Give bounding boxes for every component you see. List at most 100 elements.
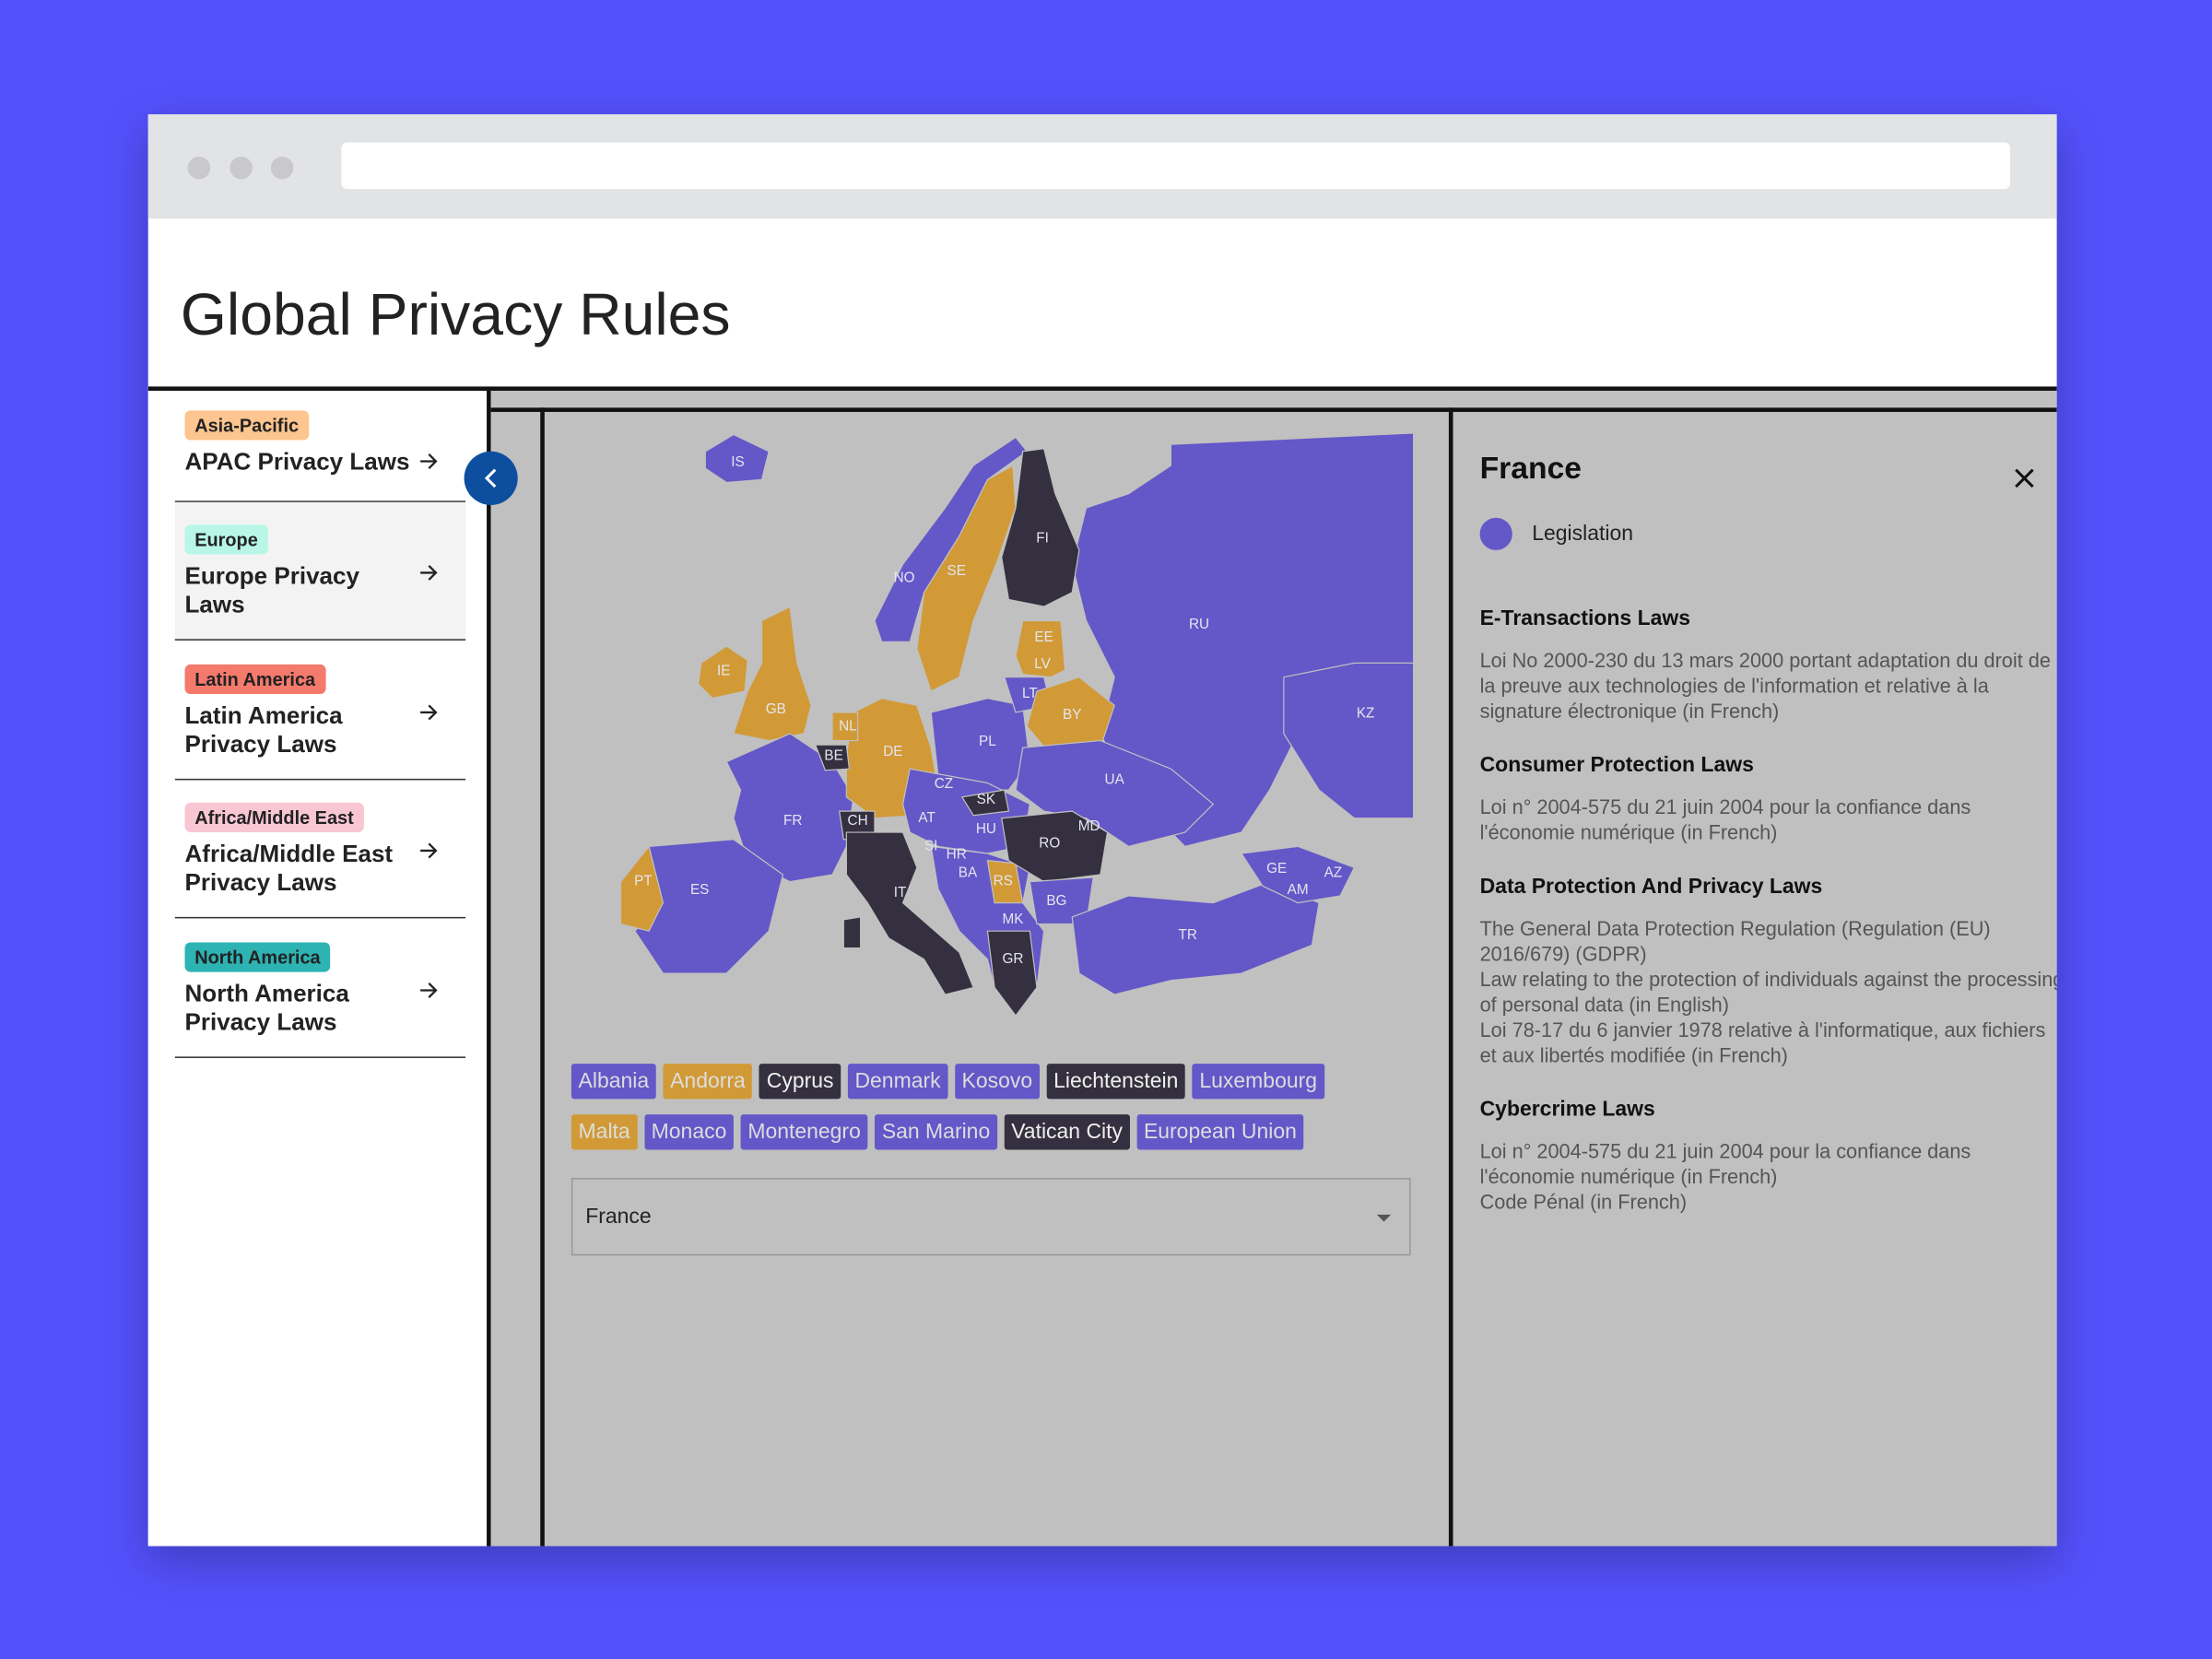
arrow-icon [420,842,438,859]
legend-label: Legislation [1532,521,1634,546]
nav-title: APAC Privacy Laws [184,448,410,476]
section-heading: E-Transactions Laws [1479,606,1690,631]
country-code: LV [1034,656,1051,672]
country-code: BA [959,865,978,880]
nav-item[interactable]: Asia-Pacific APAC Privacy Laws [174,405,466,502]
arrow-icon [420,453,438,469]
country-code: FR [783,813,802,829]
country-code: NL [839,718,857,734]
country-code: ES [690,882,709,898]
close-button[interactable] [2013,467,2035,489]
arrow-path [420,842,438,859]
law-entry[interactable]: Loi 78-17 du 6 janvier 1978 relative à l… [1479,1019,2046,1068]
country-tag[interactable]: Monaco [644,1114,735,1150]
country-shape [842,916,862,949]
arrow-icon [420,564,438,581]
law-entry[interactable]: Code Pénal (in French) [1479,1192,1688,1215]
region-tag: Africa/Middle East [184,802,364,833]
legend: Legislation [1479,517,2057,550]
country-shape [1015,619,1066,678]
country-tag[interactable]: European Union [1136,1114,1304,1150]
law-entry[interactable]: The General Data Protection Regulation (… [1479,918,1991,967]
country-code: RS [994,874,1013,889]
window-dot [187,156,211,180]
detail-panel: France Legislation E-Transactions Laws Lo… [1479,453,2057,1244]
country-code: CH [848,813,868,829]
country-shape [960,789,1010,817]
collapse-button[interactable] [464,451,518,505]
country-tag[interactable]: Denmark [847,1064,948,1100]
select-caret [1376,1214,1392,1222]
law-entry[interactable]: Law relating to the protection of indivi… [1479,969,2057,1018]
country-shape [1071,880,1320,995]
divider [540,407,545,1547]
country-code: FI [1036,531,1049,547]
browser-toolbar [147,113,2057,219]
url-bar[interactable] [341,142,2011,190]
section-heading: Consumer Protection Laws [1479,753,1754,778]
country-shape [814,744,851,771]
arrow-icon [420,704,438,721]
divider [147,386,2057,391]
country-code: AT [918,810,935,826]
country-select[interactable]: France [571,1178,1411,1256]
arrow-icon [420,982,438,998]
select-value: France [585,1205,652,1230]
country-shape [986,859,1024,904]
country-code: IE [717,664,730,679]
country-code: PL [979,734,996,749]
country-tag[interactable]: Malta [571,1114,638,1150]
sections: E-Transactions Laws Loi No 2000-230 du 13… [1480,606,2057,1216]
country-tag[interactable]: Liechtenstein [1046,1064,1186,1100]
country-shape [1001,448,1080,607]
nav-item[interactable]: Africa/Middle East Africa/Middle East Pri… [174,780,466,919]
section-heading: Data Protection And Privacy Laws [1479,874,1823,899]
arrow-path [420,453,438,469]
nav-title: Latin America Privacy Laws [184,702,343,758]
country-tag[interactable]: Montenegro [740,1114,868,1150]
country-tag[interactable]: Vatican City [1004,1114,1130,1150]
legend-dot [1479,517,1512,550]
divider [1448,407,1453,1547]
country-code: CZ [935,776,953,792]
country-tag[interactable]: Cyprus [759,1064,841,1100]
country-shape [698,645,748,700]
country-shape [845,831,974,995]
region-tag: North America [184,942,331,972]
country-shape [1240,845,1356,904]
law-entry[interactable]: Loi n° 2004-575 du 21 juin 2004 pour la … [1479,796,1971,845]
country-code: SE [947,563,966,579]
country-code: IT [894,885,907,900]
nav-item[interactable]: North America North America Privacy Laws [174,920,466,1058]
arrow-path [420,704,438,721]
law-entry[interactable]: Loi No 2000-230 du 13 mars 2000 portant … [1479,650,2051,724]
country-tag[interactable]: San Marino [875,1114,997,1150]
arrow-path [420,982,438,998]
country-code: MK [1002,912,1024,927]
law-section: Cybercrime Laws Loi n° 2004-575 du 21 jui… [1480,1098,2057,1217]
country-shape [986,930,1038,1018]
nav-item[interactable]: Europe Europe Privacy Laws [174,501,466,641]
country-tag[interactable]: Kosovo [954,1064,1040,1100]
country-tag[interactable]: Andorra [663,1064,753,1100]
country-shape [874,436,1029,643]
law-entry[interactable]: Loi n° 2004-575 du 21 juin 2004 pour la … [1479,1141,1971,1190]
chevron-icon [484,468,497,488]
region-tag: Europe [184,524,268,555]
country-code: BY [1063,707,1081,723]
tag-row: Malta Monaco Montenegro San Marino Vatican C… [571,1114,1446,1150]
country-code: SI [924,838,937,853]
country-code: KZ [1357,706,1375,722]
country-tag[interactable]: Albania [571,1064,656,1100]
country-code: AZ [1324,865,1343,880]
country-code: IS [731,454,744,470]
country-code: AM [1288,882,1309,898]
country-code: GB [766,701,786,717]
divider [490,407,2057,412]
page-title: Global Privacy Rules [180,280,731,347]
nav-item[interactable]: Latin America Latin America Privacy Laws [174,641,466,781]
country-shape [619,845,665,932]
country-tag[interactable]: Luxembourg [1192,1064,1324,1100]
